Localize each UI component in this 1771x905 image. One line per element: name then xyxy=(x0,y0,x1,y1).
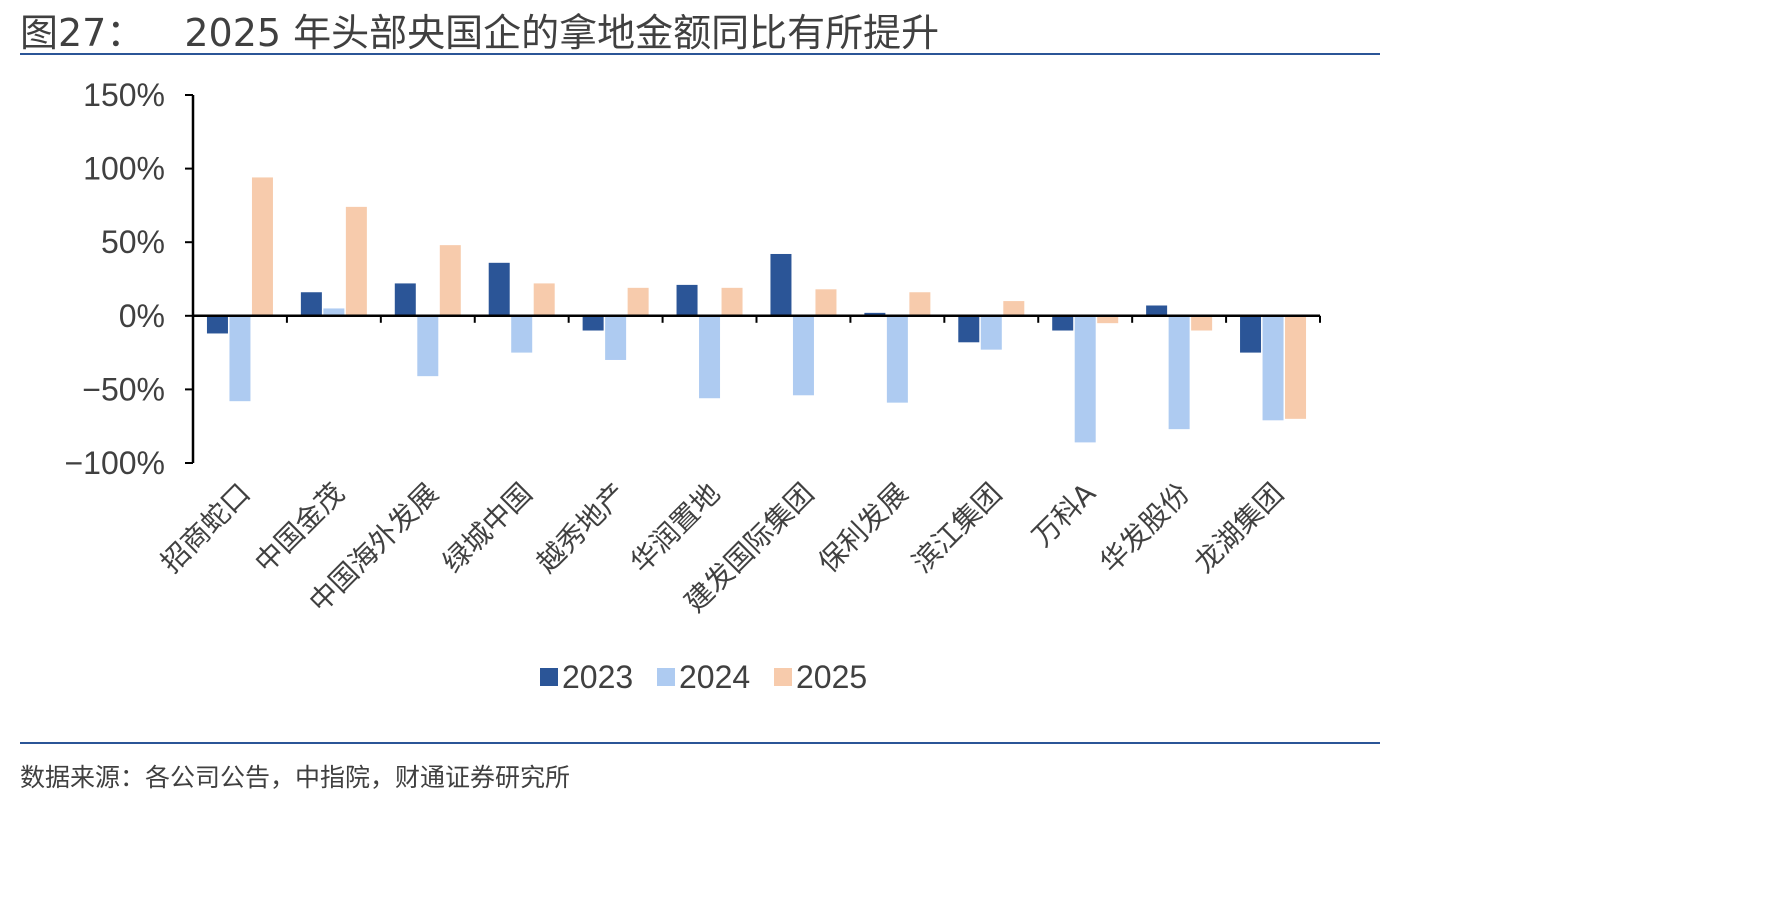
axes-layer xyxy=(185,94,1321,464)
bar-2025-9 xyxy=(1003,301,1025,316)
legend-swatch-2025 xyxy=(774,668,792,686)
bar-2024-5 xyxy=(605,315,627,360)
bar-2025-5 xyxy=(627,287,649,316)
category-label-9: 滨江集团 xyxy=(906,477,1009,580)
figure-title-text: 2025 年头部央国企的拿地金额同比有所提升 xyxy=(184,11,940,55)
figure-title: 图27： 2025 年头部央国企的拿地金额同比有所提升 xyxy=(20,2,939,57)
bar-2025-8 xyxy=(909,292,931,316)
y-tick-label-6: −100% xyxy=(64,445,165,481)
bar-2023-3 xyxy=(394,283,416,316)
y-tick-label-5: −50% xyxy=(82,371,165,407)
category-label-1: 招商蛇口 xyxy=(154,477,257,580)
y-tick-labels: 150% 100% 50% 0% −50% −100% xyxy=(64,77,165,481)
bar-2023-7 xyxy=(770,253,792,316)
bar-2024-8 xyxy=(886,315,908,403)
bar-2023-5 xyxy=(582,315,604,331)
bar-2025-3 xyxy=(439,245,461,316)
y-tick-label-3: 50% xyxy=(101,224,165,260)
category-label-4: 绿城中国 xyxy=(436,477,539,580)
bars-layer xyxy=(206,177,1307,443)
bar-2025-6 xyxy=(721,287,743,316)
category-label-5: 越秀地产 xyxy=(530,477,633,580)
category-label-8: 保利发展 xyxy=(812,477,915,580)
legend-label-2023: 2023 xyxy=(562,659,633,695)
category-label-11: 华发股份 xyxy=(1094,477,1197,580)
bar-2024-7 xyxy=(792,315,814,396)
y-tick-label-2: 100% xyxy=(83,151,165,187)
legend-label-2025: 2025 xyxy=(796,659,867,695)
bar-2023-1 xyxy=(206,315,228,334)
bar-2024-9 xyxy=(980,315,1002,350)
bar-2024-6 xyxy=(699,315,721,399)
bar-2024-12 xyxy=(1262,315,1284,421)
category-label-10: 万科A xyxy=(1026,477,1102,553)
y-tick-label-4: 0% xyxy=(119,298,165,334)
source-note: 数据来源：各公司公告，中指院，财通证券研究所 xyxy=(20,763,571,792)
bar-2024-1 xyxy=(229,315,251,402)
bar-2023-9 xyxy=(958,315,980,343)
bar-2024-3 xyxy=(417,315,439,377)
bar-2023-2 xyxy=(300,292,322,316)
bar-2024-4 xyxy=(511,315,533,353)
category-label-12: 龙湖集团 xyxy=(1187,477,1290,580)
bar-2025-12 xyxy=(1285,315,1307,419)
bar-2023-4 xyxy=(488,262,510,316)
bar-2023-11 xyxy=(1146,305,1168,316)
y-tick-label-1: 150% xyxy=(83,77,165,113)
bar-2023-12 xyxy=(1240,315,1262,353)
bar-2023-6 xyxy=(676,284,698,316)
figure-header: 图27： 2025 年头部央国企的拿地金额同比有所提升 xyxy=(20,0,1380,56)
bar-2025-7 xyxy=(815,289,837,316)
figure-label: 图27： xyxy=(20,11,145,55)
bar-2024-10 xyxy=(1074,315,1096,443)
bar-2024-2 xyxy=(323,308,345,316)
bar-2025-10 xyxy=(1097,315,1119,324)
bar-chart: 150% 100% 50% 0% −50% −100% 招商蛇口中国金茂中国海外发展绿城中… xyxy=(64,77,1321,695)
bar-2023-10 xyxy=(1052,315,1074,331)
top-divider xyxy=(20,53,1380,55)
legend: 2023 2024 2025 xyxy=(540,659,867,695)
bar-2025-2 xyxy=(345,206,367,316)
bar-2024-11 xyxy=(1168,315,1190,430)
bar-2025-11 xyxy=(1191,315,1213,331)
legend-label-2024: 2024 xyxy=(679,659,750,695)
bar-2025-4 xyxy=(533,283,555,316)
bar-2023-8 xyxy=(864,312,886,316)
x-category-labels: 招商蛇口中国金茂中国海外发展绿城中国越秀地产华润置地建发国际集团保利发展滨江集团… xyxy=(154,477,1290,619)
legend-swatch-2023 xyxy=(540,668,558,686)
bottom-divider xyxy=(20,742,1380,744)
bar-2025-1 xyxy=(251,177,273,316)
legend-swatch-2024 xyxy=(657,668,675,686)
